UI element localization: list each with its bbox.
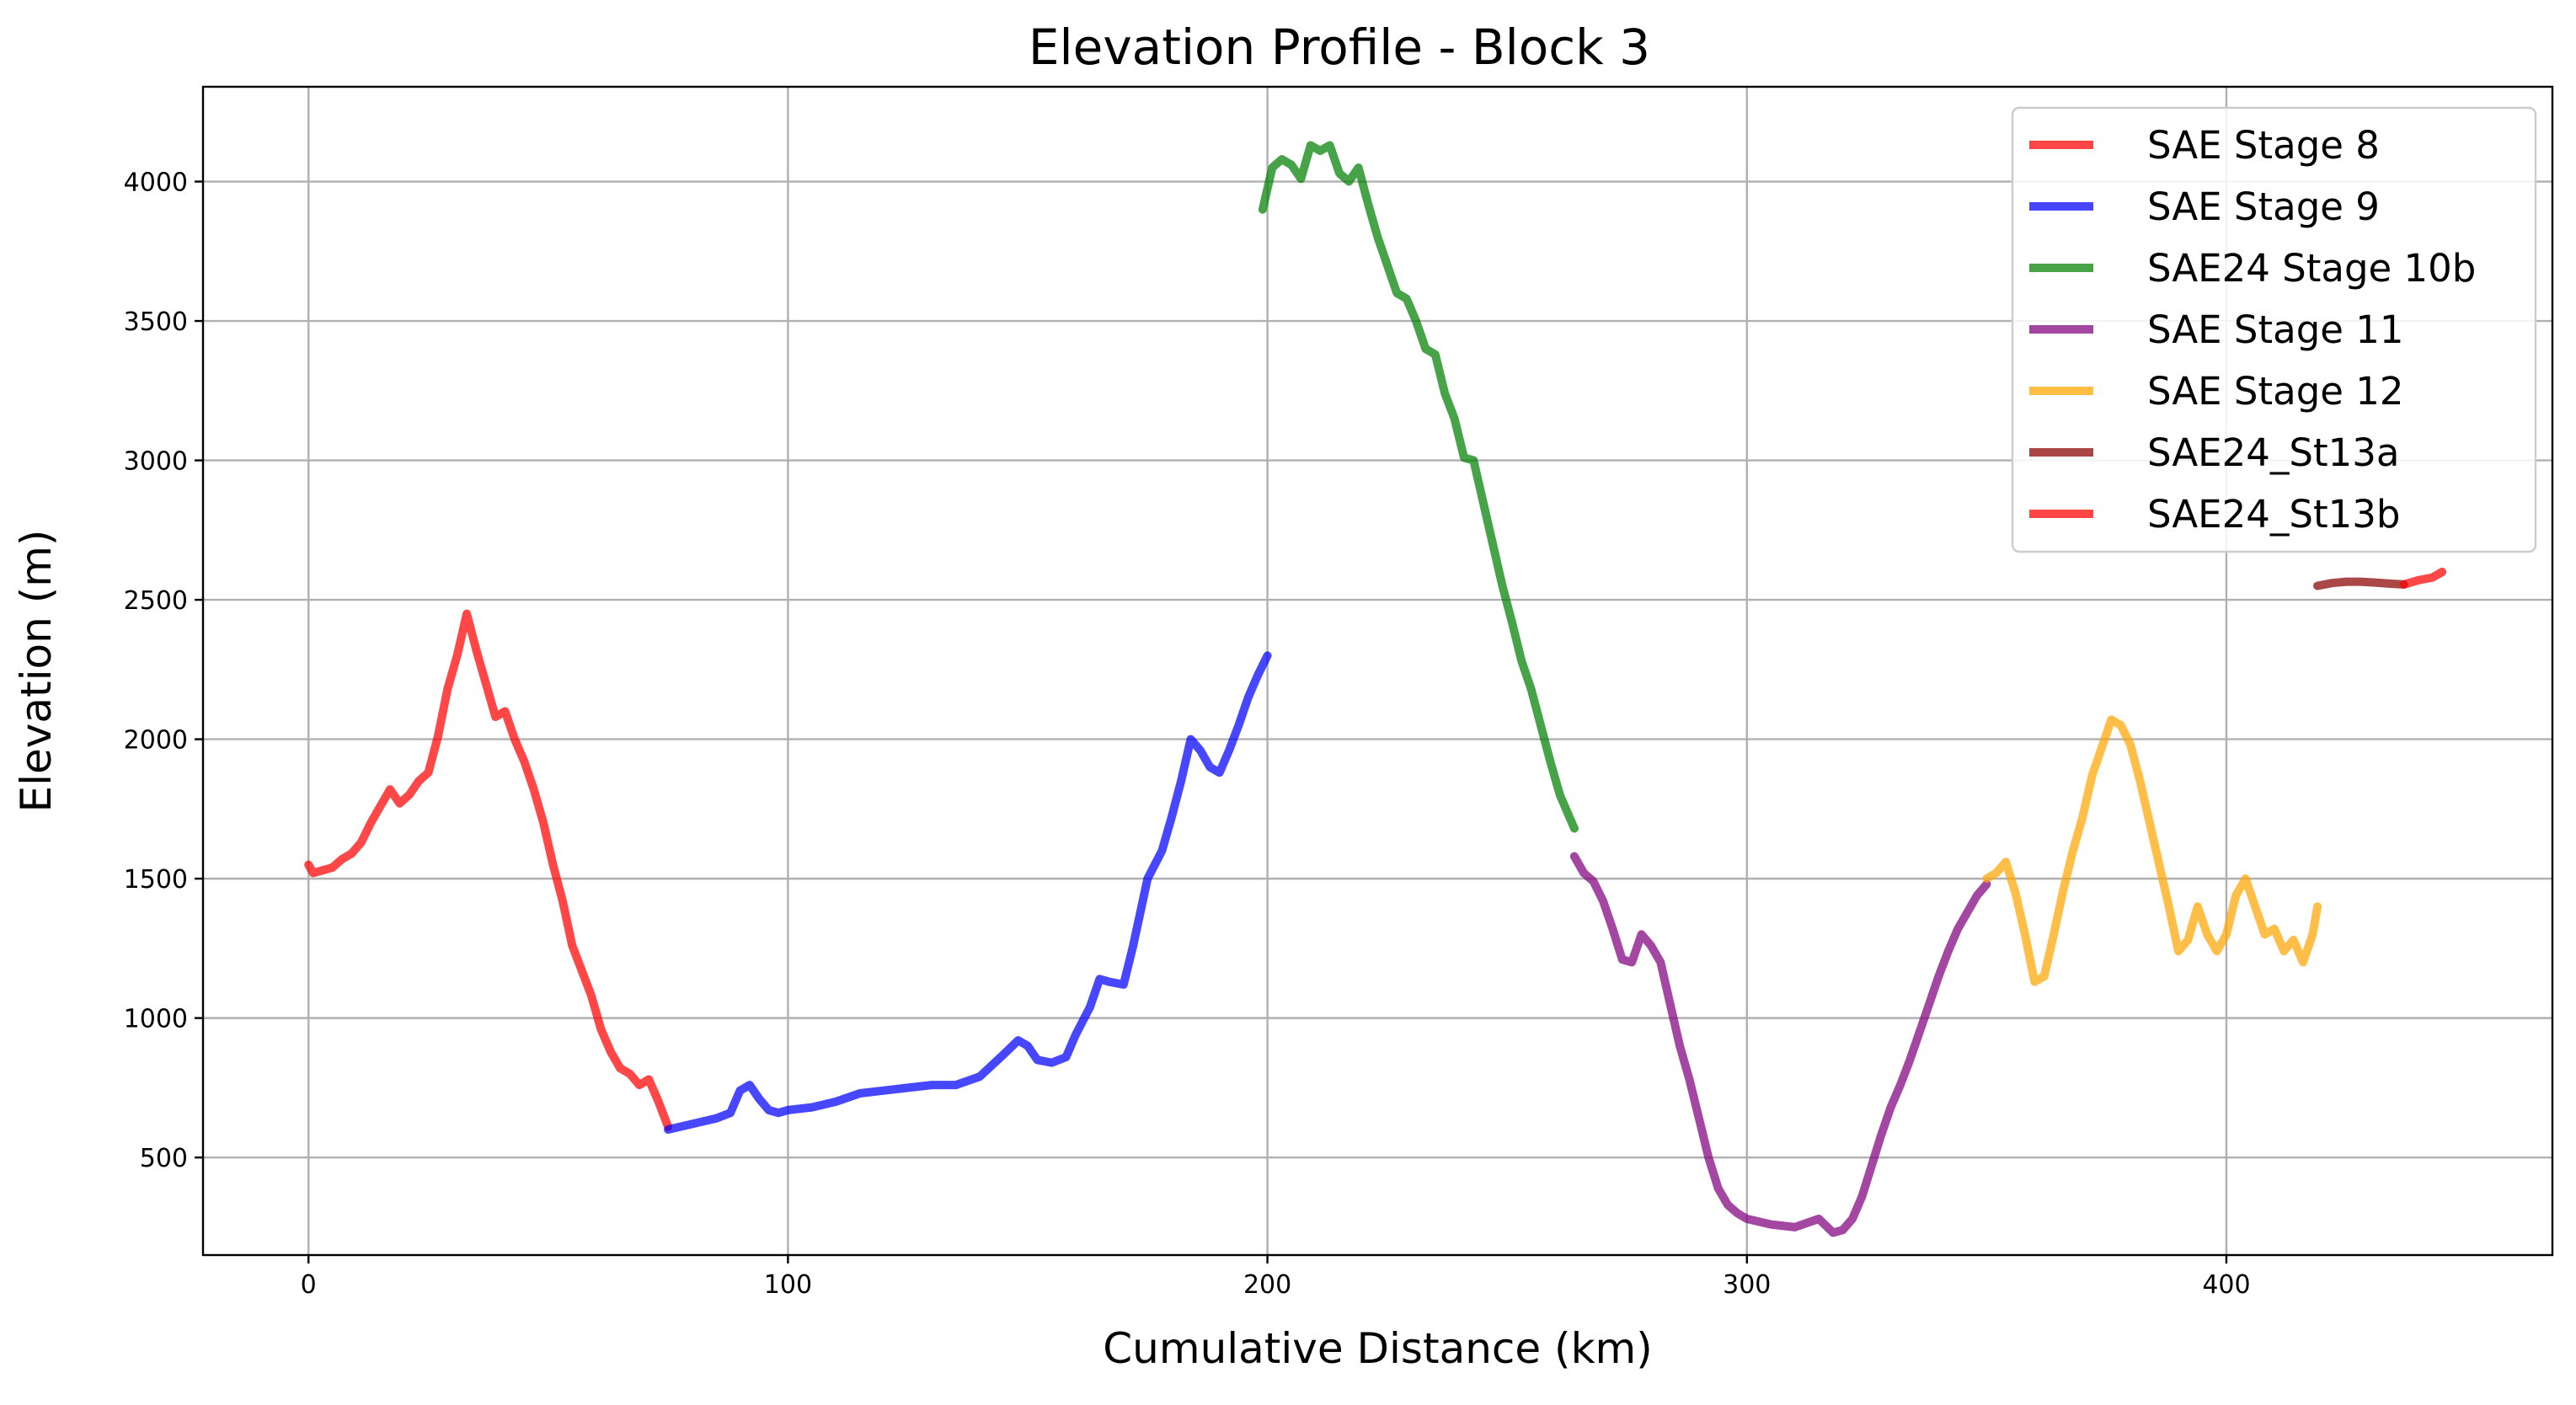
series-line-5 — [1982, 715, 2322, 986]
x-tick-label: 100 — [764, 1270, 812, 1300]
series-line-1 — [304, 609, 673, 1131]
y-tick-label: 3500 — [124, 307, 188, 337]
legend-label: SAE Stage 12 — [2147, 369, 2404, 414]
x-tick-label: 400 — [2202, 1270, 2250, 1300]
legend-box — [2011, 106, 2537, 553]
series-line-2 — [664, 651, 1272, 1134]
x-tick-label: 200 — [1243, 1270, 1291, 1300]
x-tick-label: 300 — [1723, 1270, 1771, 1300]
legend-label: SAE24_St13b — [2147, 492, 2400, 537]
series-layer — [304, 141, 2447, 1237]
x-tick-label: 0 — [301, 1270, 317, 1300]
y-tick-label: 2500 — [124, 586, 188, 616]
legend-label: SAE Stage 9 — [2147, 184, 2380, 229]
series-line-6 — [2313, 577, 2408, 590]
y-tick-label: 1500 — [124, 865, 188, 895]
y-axis-label: Elevation (m) — [12, 530, 61, 813]
y-tick-label: 1000 — [124, 1005, 188, 1034]
axes-frame — [201, 85, 2554, 1257]
series-line-7 — [2399, 568, 2447, 589]
tick-layer: 0 100 200 300 400 500 1000 1500 2000 2500 3000 3500… — [124, 168, 2251, 1300]
x-axis-label: Cumulative Distance (km) — [1103, 1324, 1652, 1373]
series-line-3 — [1258, 141, 1579, 833]
y-tick-label: 3000 — [124, 447, 188, 477]
legend-label: SAE Stage 8 — [2147, 123, 2380, 168]
y-tick-label: 2000 — [124, 726, 188, 756]
legend-label: SAE24 Stage 10b — [2147, 246, 2476, 291]
legend-label: SAE Stage 11 — [2147, 307, 2404, 352]
legend: SAE Stage 8 SAE Stage 9 SAE24 Stage 10b SAE… — [2011, 106, 2537, 553]
chart-title: Elevation Profile - Block 3 — [1029, 19, 1650, 76]
series-line-4 — [1569, 852, 1991, 1237]
legend-label: SAE24_St13a — [2147, 430, 2399, 475]
y-tick-label: 500 — [140, 1144, 188, 1173]
y-tick-label: 4000 — [124, 168, 188, 198]
